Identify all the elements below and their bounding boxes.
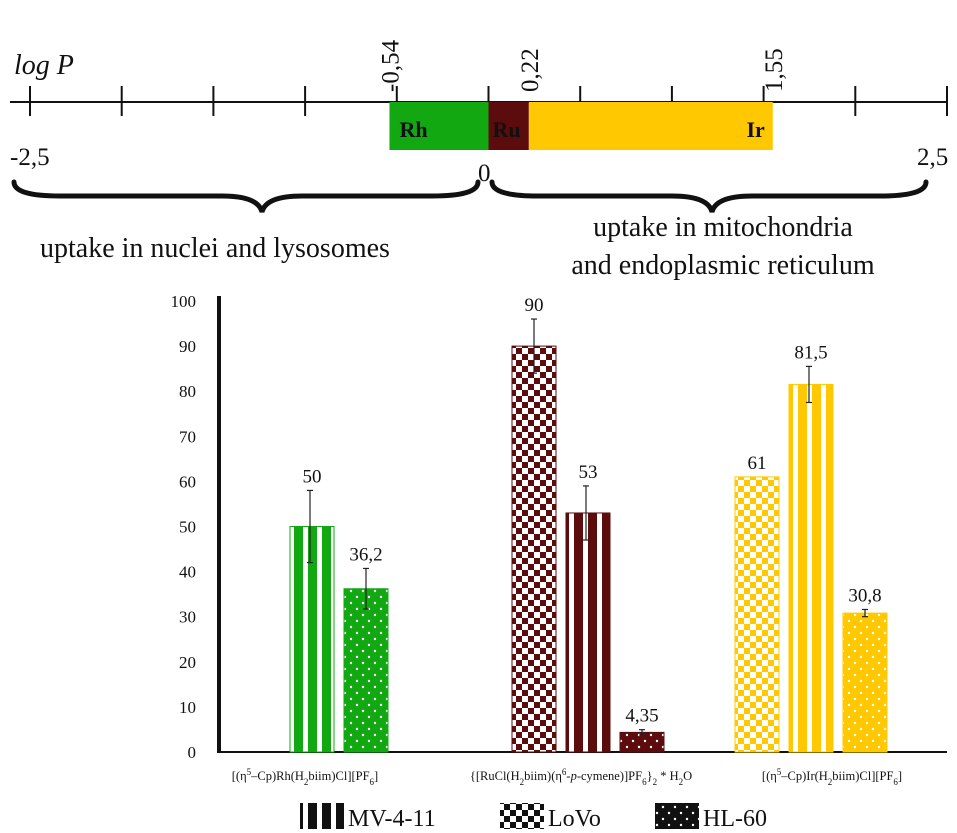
data-label: 50 bbox=[303, 466, 322, 487]
brace-right-text-line2: and endoplasmic reticulum bbox=[571, 250, 874, 281]
data-label: 81,5 bbox=[794, 342, 827, 363]
bar-ir-lovo bbox=[734, 476, 780, 753]
y-tick-label: 20 bbox=[179, 653, 196, 672]
brace-right bbox=[489, 179, 929, 213]
logp-segment-ru bbox=[488, 102, 529, 150]
bar-ru-lovo bbox=[511, 345, 557, 753]
y-tick-label: 60 bbox=[179, 472, 196, 491]
logp-segments: Rh Ru Ir -0,54 0,22 1,55 bbox=[377, 39, 788, 150]
y-tick-label: 70 bbox=[179, 427, 196, 446]
logp-zero-label: 0 bbox=[478, 160, 491, 187]
y-tick-label: 80 bbox=[179, 382, 196, 401]
logp-segment-label-rh: Rh bbox=[399, 117, 427, 142]
category-labels: [(η5–Cp)Rh(H2biim)Cl][PF6] {[RuCl(H2biim)… bbox=[232, 767, 902, 787]
logp-segment-label-ru: Ru bbox=[493, 117, 521, 142]
brace-left bbox=[11, 179, 481, 213]
legend-label-mv-4-11: MV-4-11 bbox=[348, 806, 436, 832]
data-label: 30,8 bbox=[848, 585, 881, 606]
y-tick-label: 100 bbox=[171, 292, 197, 311]
category-label-ir: [(η5–Cp)Ir(H2biim)Cl][PF6] bbox=[762, 767, 902, 787]
data-label: 4,35 bbox=[625, 706, 658, 727]
bars: 50 36,2 90 53 4,35 61 81,5 30,8 bbox=[289, 295, 888, 753]
bar-ru-mv-4-11 bbox=[565, 512, 611, 753]
logp-scale: log P Rh Ru Ir -0,54 0,22 1,55 -2,5 0 2,5 upt… bbox=[10, 39, 948, 281]
data-label: 36,2 bbox=[349, 544, 382, 565]
bar-ir-mv-4-11 bbox=[788, 383, 834, 753]
legend-swatch-hl-60 bbox=[655, 803, 699, 829]
bar-rh-mv-4-11 bbox=[289, 526, 335, 753]
legend-label-lovo: LoVo bbox=[548, 806, 601, 832]
brace-right-text-line1: uptake in mitochondria bbox=[593, 212, 853, 243]
logp-boundary-ru-label: 0,22 bbox=[517, 48, 544, 92]
legend: MV-4-11 LoVo HL-60 bbox=[300, 803, 767, 832]
bar-ir-hl-60 bbox=[842, 612, 888, 753]
legend-label-hl-60: HL-60 bbox=[703, 806, 767, 832]
logp-segment-ir bbox=[528, 102, 773, 150]
logp-boundary-rh-label: -0,54 bbox=[377, 39, 404, 92]
legend-swatch-lovo bbox=[500, 803, 544, 829]
y-tick-label: 0 bbox=[188, 743, 197, 762]
logp-min-label: -2,5 bbox=[10, 144, 50, 171]
logp-segment-label-ir: Ir bbox=[746, 117, 765, 142]
y-tick-labels: 0 10 20 30 40 50 60 70 80 90 100 bbox=[171, 292, 197, 762]
y-tick-label: 40 bbox=[179, 563, 196, 582]
category-label-ru: {[RuCl(H2biim)(η6-p-cymene)]PF6}2 * H2O bbox=[470, 767, 692, 787]
logp-boundary-ir-label: 1,55 bbox=[761, 48, 788, 92]
logp-segment-rh bbox=[389, 102, 489, 150]
logp-title: log P bbox=[14, 50, 74, 81]
brace-left-text: uptake in nuclei and lysosomes bbox=[40, 233, 390, 264]
y-tick-label: 10 bbox=[179, 698, 196, 717]
data-label: 90 bbox=[525, 295, 544, 316]
category-label-rh: [(η5–Cp)Rh(H2biim)Cl][PF6] bbox=[232, 767, 378, 787]
data-label: 53 bbox=[579, 462, 598, 483]
y-tick-label: 30 bbox=[179, 608, 196, 627]
bar-chart: 0 10 20 30 40 50 60 70 80 90 100 50 36,2 90 53 4,35 61 8… bbox=[171, 292, 947, 787]
logp-max-label: 2,5 bbox=[917, 144, 948, 171]
bar-rh-hl-60 bbox=[343, 588, 389, 753]
data-label: 61 bbox=[748, 453, 767, 474]
y-tick-label: 90 bbox=[179, 337, 196, 356]
y-tick-label: 50 bbox=[179, 518, 196, 537]
legend-swatch-mv-4-11 bbox=[300, 803, 344, 829]
